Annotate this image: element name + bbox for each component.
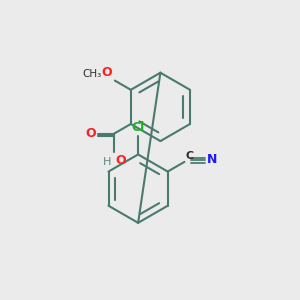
Text: C: C [186, 151, 194, 161]
Text: H: H [103, 157, 111, 166]
Text: O: O [85, 127, 96, 140]
Text: O: O [115, 154, 126, 167]
Text: Cl: Cl [131, 121, 145, 134]
Text: CH₃: CH₃ [82, 69, 101, 79]
Text: N: N [207, 153, 217, 166]
Text: O: O [102, 66, 112, 79]
